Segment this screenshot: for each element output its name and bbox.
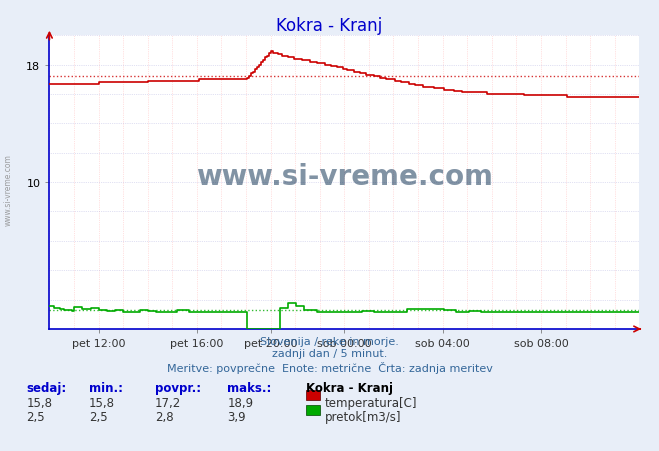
Text: povpr.:: povpr.: — [155, 381, 201, 394]
Text: sedaj:: sedaj: — [26, 381, 67, 394]
Text: www.si-vreme.com: www.si-vreme.com — [196, 163, 493, 191]
Text: Kokra - Kranj: Kokra - Kranj — [306, 381, 393, 394]
Text: temperatura[C]: temperatura[C] — [325, 396, 417, 409]
Text: 2,8: 2,8 — [155, 410, 173, 423]
Text: zadnji dan / 5 minut.: zadnji dan / 5 minut. — [272, 348, 387, 358]
Text: 3,9: 3,9 — [227, 410, 246, 423]
Text: 15,8: 15,8 — [89, 396, 115, 409]
Text: 15,8: 15,8 — [26, 396, 52, 409]
Text: Kokra - Kranj: Kokra - Kranj — [276, 17, 383, 35]
Text: 2,5: 2,5 — [89, 410, 107, 423]
Text: 17,2: 17,2 — [155, 396, 181, 409]
Text: min.:: min.: — [89, 381, 123, 394]
Text: pretok[m3/s]: pretok[m3/s] — [325, 410, 401, 423]
Text: 18,9: 18,9 — [227, 396, 254, 409]
Text: 2,5: 2,5 — [26, 410, 45, 423]
Text: Slovenija / reke in morje.: Slovenija / reke in morje. — [260, 336, 399, 346]
Text: Meritve: povprečne  Enote: metrične  Črta: zadnja meritev: Meritve: povprečne Enote: metrične Črta:… — [167, 361, 492, 373]
Text: www.si-vreme.com: www.si-vreme.com — [3, 153, 13, 226]
Text: maks.:: maks.: — [227, 381, 272, 394]
